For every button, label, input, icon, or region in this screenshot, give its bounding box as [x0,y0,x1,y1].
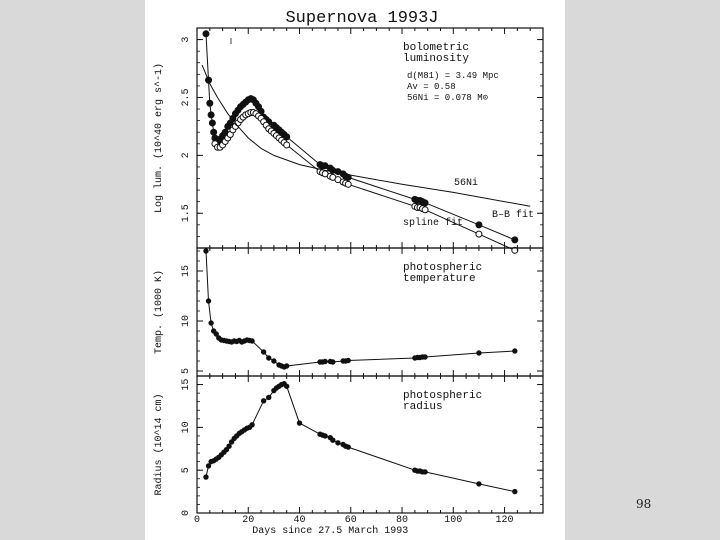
y-tick-label: 5 [181,368,192,374]
data-point [512,348,518,354]
data-point [249,422,255,428]
data-point [344,180,352,188]
data-point [475,230,483,238]
curve-label-bb-fit: B–B fit [492,209,534,221]
data-point [266,355,272,361]
data-point [421,206,429,214]
data-point [330,437,336,443]
data-point [511,236,519,244]
data-point [266,394,272,401]
x-tick-label: 80 [396,515,408,526]
data-point [422,354,428,360]
data-point [213,331,219,337]
data-point [249,338,255,344]
y-tick-label: 0 [181,510,192,516]
data-point [322,358,328,365]
data-point [422,469,428,475]
y-tick-label: 5 [181,467,192,473]
x-tick-label: 100 [444,515,462,526]
model-parameter: 56Ni = 0.078 M⊙ [407,93,488,103]
data-point [207,111,215,119]
y-tick-label: 15 [181,379,192,391]
data-point [296,420,303,426]
data-point [203,248,209,254]
x-axis-label: Days since 27.5 March 1993 [252,525,408,537]
data-point [512,488,518,495]
data-point [345,357,351,364]
y-axis-label: Radius (10^14 cm) [153,393,165,495]
annotation-title: bolometric [403,42,469,54]
data-point [284,363,290,369]
data-point [283,133,291,141]
annotation-title: luminosity [403,53,469,65]
annotation-title: photospheric [403,262,482,274]
curve-label-spline-fit: spline fit [403,217,463,229]
data-point [271,358,277,364]
data-point [260,349,267,355]
x-tick-label: 40 [294,515,306,526]
y-tick-label: 15 [181,265,192,277]
x-tick-label: 120 [496,515,514,526]
data-point [335,440,341,446]
data-point [202,30,210,38]
series-line-bolometric-luminosity-2 [201,64,531,207]
data-point [205,463,212,469]
y-tick-label: 10 [181,315,192,327]
y-tick-label: 3 [181,37,192,43]
annotation-title: temperature [403,273,476,285]
x-tick-label: 20 [242,515,254,526]
data-point [226,443,232,449]
data-point [330,359,336,365]
annotation-title: photospheric [403,390,482,402]
curve-label-ni56: 56Ni [454,177,478,189]
data-point [208,320,214,326]
data-point [203,474,209,480]
y-tick-label: 1.5 [181,204,192,222]
y-axis-label: Log lum. (10^40 erg s^-1) [153,63,165,213]
x-tick-label: 60 [345,515,357,526]
x-tick-label: 0 [194,515,200,526]
panels-group: 1.5 2 2.5 3 Log lum. (10^40 erg s^-1) bolomet… [153,27,544,537]
y-tick-label: 2 [181,152,192,158]
data-point [476,350,482,356]
data-point [283,141,291,149]
supernova-figure: Supernova 1993J 1.5 2 2.5 3 Log lum. (10^40 … [153,9,544,537]
data-point [476,481,482,487]
model-parameter: Av = 0.58 [407,82,456,92]
data-point [205,298,212,304]
data-point [206,99,214,107]
data-point [421,199,429,207]
page-number: 98 [636,497,652,511]
figure-title: Supernova 1993J [285,9,438,28]
y-tick-label: 10 [181,421,192,433]
data-point [322,433,328,439]
data-point [208,119,216,127]
data-point [345,444,351,450]
y-tick-label: 2.5 [181,88,192,106]
data-point [284,383,290,389]
data-point [210,128,218,136]
data-point [228,439,235,445]
data-point [475,221,483,229]
data-point [260,398,267,404]
model-parameter: d(M81) = 3.49 Mpc [407,71,499,81]
panel-frame-photospheric-radius [196,375,544,514]
figure-panel: Supernova 1993J 1.5 2 2.5 3 Log lum. (10^40 … [145,0,565,540]
annotation-title: radius [403,401,443,413]
y-axis-label: Temp. (1000 K) [153,270,165,354]
data-point [223,446,230,453]
panel-frame-photospheric-temperature [196,247,544,377]
